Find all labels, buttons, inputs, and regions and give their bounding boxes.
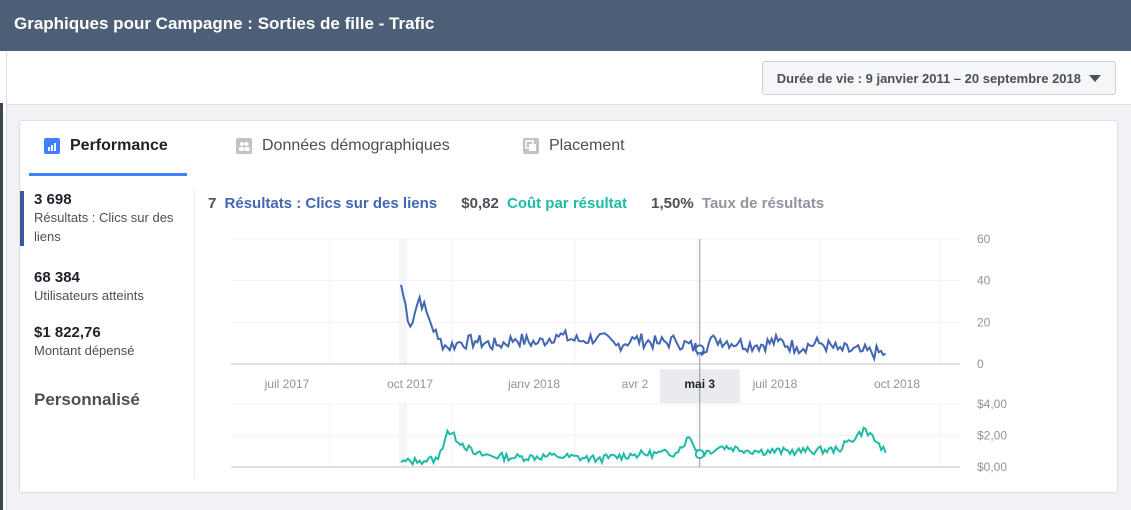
tab-placement[interactable]: Placement — [523, 137, 625, 155]
metric-label: Utilisateurs atteints — [34, 288, 144, 303]
hover-point-cost — [694, 449, 705, 460]
chart-card: Performance Données démographiques Place… — [19, 120, 1118, 493]
hover-date-label: mai 3 — [684, 377, 715, 391]
x-tick-label: janv 2018 — [507, 377, 560, 391]
tab-label: Placement — [549, 137, 625, 154]
cost-value: $0,82 — [461, 195, 499, 212]
metric-spend[interactable]: $1 822,76 Montant dépensé — [20, 324, 204, 360]
metric-value: $1 822,76 — [34, 324, 101, 341]
metric-reach[interactable]: 68 384 Utilisateurs atteints — [20, 269, 204, 305]
metric-label: Résultats : Clics sur des liens — [34, 210, 174, 244]
results-value: 7 — [208, 195, 217, 212]
placement-icon — [523, 138, 539, 154]
series-line-cost — [400, 426, 887, 467]
people-icon — [236, 138, 252, 154]
y-tick-label: 40 — [977, 274, 991, 288]
x-tick-label: oct 2017 — [387, 377, 433, 391]
rate-value: 1,50% — [651, 195, 694, 212]
results-label[interactable]: Résultats : Clics sur des liens — [224, 195, 438, 212]
tab-label: Performance — [70, 137, 168, 154]
y-tick-label: $2,00 — [977, 429, 1007, 443]
column-divider — [194, 189, 195, 479]
tab-label: Données démographiques — [262, 137, 450, 154]
left-edge — [0, 51, 7, 510]
hover-point-results — [694, 344, 705, 355]
y-tick-label: 60 — [977, 232, 991, 246]
x-tick-label: avr 2 — [622, 377, 649, 391]
y-tick-label: $0,00 — [977, 460, 1007, 474]
y-tick-label: $4,00 — [977, 397, 1007, 411]
rate-label[interactable]: Taux de résultats — [701, 195, 825, 212]
date-range-dropdown[interactable]: Durée de vie : 9 janvier 2011 – 20 septe… — [761, 61, 1116, 95]
performance-chart[interactable]: 60 40 20 0 $4,00 $2,00 $0,00 juil 2017 oct 2017 j… — [20, 121, 1117, 492]
x-tick-label: juil 2018 — [752, 377, 798, 391]
campaign-start-band — [398, 239, 407, 364]
chevron-down-icon — [1089, 74, 1101, 82]
tab-performance[interactable]: Performance — [44, 137, 168, 155]
metric-label: Montant dépensé — [34, 343, 135, 358]
y-tick-label: 0 — [977, 357, 984, 371]
chart-summary: 7 Résultats : Clics sur des liens $0,82 … — [208, 195, 828, 212]
x-tick-label: juil 2017 — [264, 377, 310, 391]
page-title: Graphiques pour Campagne : Sorties de fi… — [14, 14, 435, 33]
tab-demographics[interactable]: Données démographiques — [236, 137, 450, 155]
date-range-label: Durée de vie : 9 janvier 2011 – 20 septe… — [776, 70, 1081, 86]
active-tab-indicator — [29, 173, 187, 176]
metric-value: 3 698 — [34, 191, 72, 208]
date-range-row: Durée de vie : 9 janvier 2011 – 20 septe… — [7, 51, 1131, 105]
metric-value: 68 384 — [34, 269, 80, 286]
metric-results[interactable]: 3 698 Résultats : Clics sur des liens — [20, 191, 204, 246]
y-tick-label: 20 — [977, 315, 991, 329]
x-tick-label: oct 2018 — [874, 377, 920, 391]
bar-chart-icon — [44, 138, 60, 154]
series-line-results — [400, 284, 887, 363]
left-edge-dark — [0, 103, 3, 510]
cost-label[interactable]: Coût par résultat — [506, 195, 627, 212]
custom-metrics-link[interactable]: Personnalisé — [34, 390, 140, 409]
title-bar: Graphiques pour Campagne : Sorties de fi… — [0, 0, 1131, 51]
